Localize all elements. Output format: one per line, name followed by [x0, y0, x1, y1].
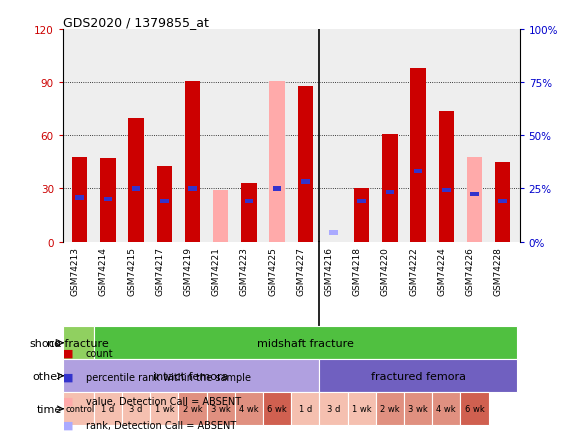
Text: ■: ■ [63, 420, 73, 430]
Bar [263, 392, 291, 425]
Text: percentile rank within the sample: percentile rank within the sample [86, 372, 251, 382]
Text: GSM74215: GSM74215 [127, 246, 136, 295]
Bar [75, 196, 84, 200]
Text: 2 wk: 2 wk [380, 404, 400, 413]
Text: 3 d: 3 d [327, 404, 340, 413]
Text: rank, Detection Call = ABSENT: rank, Detection Call = ABSENT [86, 420, 236, 430]
Bar [297, 87, 313, 242]
Text: intact femora: intact femora [154, 371, 229, 381]
Bar [100, 159, 116, 242]
Bar [104, 197, 112, 202]
Bar [404, 392, 432, 425]
Bar [122, 392, 150, 425]
Bar [235, 392, 263, 425]
Bar [178, 392, 207, 425]
Text: GSM74214: GSM74214 [99, 246, 108, 295]
Text: GSM74219: GSM74219 [183, 246, 192, 295]
Text: fractured femora: fractured femora [371, 371, 465, 381]
Text: other: other [32, 371, 62, 381]
Bar [382, 135, 397, 242]
Bar [188, 187, 197, 191]
Text: GSM74217: GSM74217 [155, 246, 164, 295]
Bar [207, 392, 235, 425]
Text: 1 wk: 1 wk [352, 404, 372, 413]
Bar [467, 157, 482, 242]
Text: GSM74221: GSM74221 [212, 246, 221, 295]
Bar [273, 187, 282, 191]
Text: 4 wk: 4 wk [239, 404, 259, 413]
Bar [156, 166, 172, 242]
Text: control: control [65, 404, 94, 413]
Text: count: count [86, 348, 113, 358]
Bar [185, 82, 200, 242]
Bar [495, 163, 510, 242]
Text: GSM74222: GSM74222 [409, 246, 418, 295]
Bar [498, 199, 507, 204]
Bar [94, 392, 122, 425]
Bar [385, 191, 394, 195]
Bar [244, 199, 253, 204]
Text: ■: ■ [63, 372, 73, 382]
Text: GSM74227: GSM74227 [296, 246, 305, 295]
Bar [357, 199, 366, 204]
Bar [460, 392, 489, 425]
Text: GSM74224: GSM74224 [437, 246, 447, 295]
Bar [319, 392, 348, 425]
Bar [414, 169, 423, 174]
Bar [411, 69, 426, 242]
Bar [270, 82, 285, 242]
Text: 1 wk: 1 wk [155, 404, 174, 413]
Bar [329, 231, 338, 235]
Text: GSM74213: GSM74213 [71, 246, 80, 295]
Text: ■: ■ [63, 396, 73, 406]
Bar [432, 392, 460, 425]
Text: GSM74216: GSM74216 [324, 246, 333, 295]
Bar [241, 184, 257, 242]
Text: 1 d: 1 d [299, 404, 312, 413]
Text: midshaft fracture: midshaft fracture [257, 338, 354, 348]
Bar [63, 326, 94, 359]
Bar [132, 187, 140, 191]
Text: ■: ■ [63, 348, 73, 358]
Bar [150, 392, 178, 425]
Text: GSM74223: GSM74223 [240, 246, 249, 295]
Text: value, Detection Call = ABSENT: value, Detection Call = ABSENT [86, 396, 241, 406]
Bar [354, 189, 369, 242]
Bar [291, 392, 319, 425]
Bar [213, 191, 228, 242]
Text: 3 d: 3 d [130, 404, 143, 413]
Text: shock: shock [30, 338, 62, 348]
Text: 6 wk: 6 wk [267, 404, 287, 413]
Text: 3 wk: 3 wk [408, 404, 428, 413]
Bar [63, 359, 319, 392]
Bar [348, 392, 376, 425]
Text: 3 wk: 3 wk [211, 404, 231, 413]
Bar [439, 112, 454, 242]
Bar [160, 199, 168, 204]
Text: GSM74218: GSM74218 [353, 246, 361, 295]
Text: 4 wk: 4 wk [436, 404, 456, 413]
Text: GDS2020 / 1379855_at: GDS2020 / 1379855_at [63, 16, 208, 29]
Bar [301, 180, 309, 184]
Text: 6 wk: 6 wk [465, 404, 484, 413]
Text: time: time [37, 404, 62, 414]
Bar [63, 392, 94, 425]
Text: GSM74220: GSM74220 [381, 246, 390, 295]
Text: GSM74226: GSM74226 [465, 246, 475, 295]
Bar [128, 118, 144, 242]
Text: no fracture: no fracture [47, 338, 109, 348]
Bar [319, 359, 517, 392]
Text: 1 d: 1 d [101, 404, 115, 413]
Text: GSM74225: GSM74225 [268, 246, 277, 295]
Bar [72, 157, 87, 242]
Bar [442, 189, 451, 193]
Bar [471, 192, 478, 197]
Text: 2 wk: 2 wk [183, 404, 202, 413]
Bar [376, 392, 404, 425]
Text: GSM74228: GSM74228 [494, 246, 502, 295]
